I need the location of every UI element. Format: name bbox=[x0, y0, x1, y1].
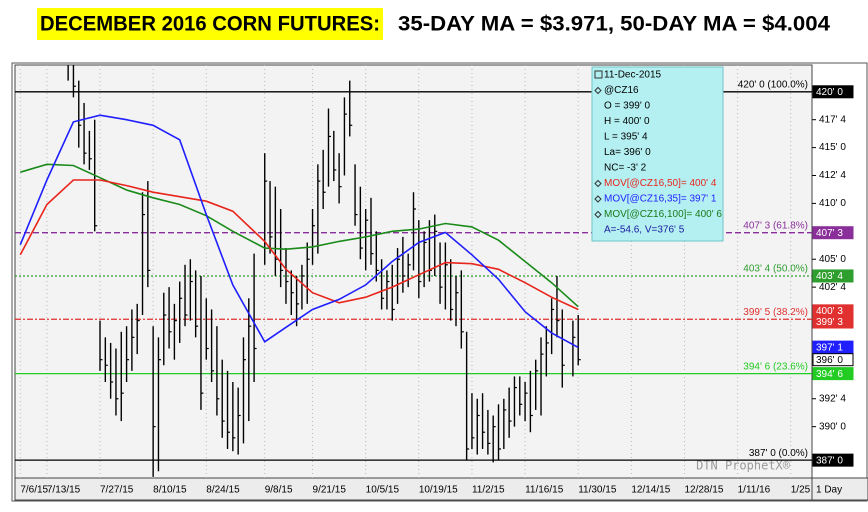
y-tick-label: 415' 0 bbox=[819, 142, 846, 153]
tooltip-line: MOV[@CZ16,50]= 400' 4 bbox=[604, 178, 717, 189]
tooltip-line: MOV[@CZ16,35]= 397' 1 bbox=[604, 194, 717, 205]
x-tick-label: 7/13/15 bbox=[47, 485, 81, 496]
x-tick-label: 9/8/15 bbox=[265, 485, 293, 496]
tooltip-diamond bbox=[594, 179, 602, 188]
y-tick-label: 417' 4 bbox=[819, 114, 846, 125]
price-tag-label: 387' 0 bbox=[816, 455, 843, 466]
price-tag bbox=[812, 226, 854, 240]
x-tick-label: 10/19/15 bbox=[419, 485, 458, 496]
price-tag-label: 420' 0 bbox=[816, 87, 843, 98]
tooltip-line: NC= -3' 2 bbox=[604, 163, 647, 174]
level-label: 420' 0 (100.0%) bbox=[738, 79, 808, 90]
y-tick-label: 412' 4 bbox=[819, 170, 846, 181]
level-label: 407' 3 (61.8%) bbox=[743, 220, 808, 231]
moving-average bbox=[19, 114, 579, 349]
tooltip-line: H = 400' 0 bbox=[604, 116, 650, 127]
level-label: 403' 4 (50.0%) bbox=[743, 264, 808, 275]
x-tick-label: 1/25 bbox=[791, 485, 811, 496]
x-tick-label: 11/2/15 bbox=[472, 485, 505, 496]
y-tick-label: 392' 4 bbox=[819, 393, 846, 404]
y-axis: 417' 4 415' 0 412' 4 410' 0 405' 0 402' 4 392'… bbox=[812, 114, 846, 432]
x-tick-label: 10/5/15 bbox=[366, 485, 400, 496]
x-tick-label: 8/10/15 bbox=[153, 485, 187, 496]
price-tag-label: 400' 3 bbox=[816, 306, 843, 317]
tooltip: 11-Dec-2015 @CZ16 O = 399' 0 H = 400' 0 L = … bbox=[591, 66, 724, 242]
tooltip-line: A=-54.6, V=376' 5 bbox=[604, 225, 685, 236]
x-axis: 7/6/157/13/15 7/27/15 8/10/15 8/24/15 9/8/15… bbox=[20, 485, 810, 496]
date-strip bbox=[14, 477, 868, 501]
price-tag-label: 399' 3 bbox=[816, 317, 843, 328]
tooltip-diamond bbox=[594, 86, 602, 95]
level-label: 394' 6 (23.6%) bbox=[743, 361, 808, 372]
x-tick-label: 8/24/15 bbox=[206, 485, 240, 496]
chart-subtitle: 35-DAY MA = $3.971, 50-DAY MA = $4.004 bbox=[398, 13, 830, 36]
tooltip-box bbox=[591, 66, 724, 242]
grid bbox=[19, 65, 792, 478]
level-label: 399' 5 (38.2%) bbox=[743, 307, 808, 318]
price-tag-label: 397' 1 bbox=[816, 342, 843, 353]
tooltip-icon bbox=[594, 70, 603, 79]
chart-title: DECEMBER 2016 CORN FUTURES: bbox=[40, 13, 380, 36]
tooltip-line: L = 395' 4 bbox=[604, 132, 648, 143]
x-tick-label: 12/14/15 bbox=[631, 485, 670, 496]
tooltip-line: O = 399' 0 bbox=[604, 101, 651, 112]
price-tag bbox=[812, 269, 854, 283]
y-tick-label: 402' 4 bbox=[819, 282, 846, 293]
price-tag-label: 396' 0 bbox=[816, 355, 843, 366]
y-tick-label: 405' 0 bbox=[819, 254, 846, 265]
tooltip-line: La= 396' 0 bbox=[604, 147, 651, 158]
price-tag bbox=[812, 367, 854, 381]
price-tag bbox=[812, 85, 854, 99]
price-tag bbox=[812, 340, 854, 354]
x-tick-label: 11/30/15 bbox=[578, 485, 617, 496]
tooltip-diamond bbox=[594, 195, 602, 203]
tooltip-line: MOV[@CZ16,100]= 400' 6 bbox=[604, 209, 722, 220]
moving-average bbox=[20, 163, 579, 308]
x-tick-label: 1/11/16 bbox=[738, 485, 771, 496]
tooltip-line: 11-Dec-2015 bbox=[604, 70, 662, 81]
x-tick-label: 11/16/15 bbox=[525, 485, 564, 496]
level-label: 387' 0 (0.0%) bbox=[749, 448, 808, 459]
x-tick-label: 9/21/15 bbox=[313, 485, 347, 496]
x-tick-label: 7/27/15 bbox=[100, 485, 134, 496]
plot bbox=[19, 65, 581, 477]
price-tag bbox=[812, 453, 854, 467]
price-tag bbox=[812, 315, 854, 329]
tooltip-line: @CZ16 bbox=[604, 85, 639, 96]
price-tag-label: 394' 6 bbox=[816, 369, 843, 380]
tooltip-diamond bbox=[594, 210, 602, 219]
x-tick-label: 7/6/15 bbox=[20, 485, 48, 496]
x-tick-label: 12/28/15 bbox=[684, 485, 723, 496]
title-highlight bbox=[37, 8, 383, 40]
price-tag-label: 403' 4 bbox=[816, 271, 843, 282]
price-tag bbox=[812, 353, 854, 367]
interval-label: 1 Day bbox=[816, 485, 842, 496]
y-tick-label: 410' 0 bbox=[819, 198, 846, 209]
watermark: DTN ProphetX® bbox=[696, 459, 791, 473]
price-tag-label: 407' 3 bbox=[816, 228, 843, 239]
y-tick-label: 390' 0 bbox=[819, 421, 846, 432]
